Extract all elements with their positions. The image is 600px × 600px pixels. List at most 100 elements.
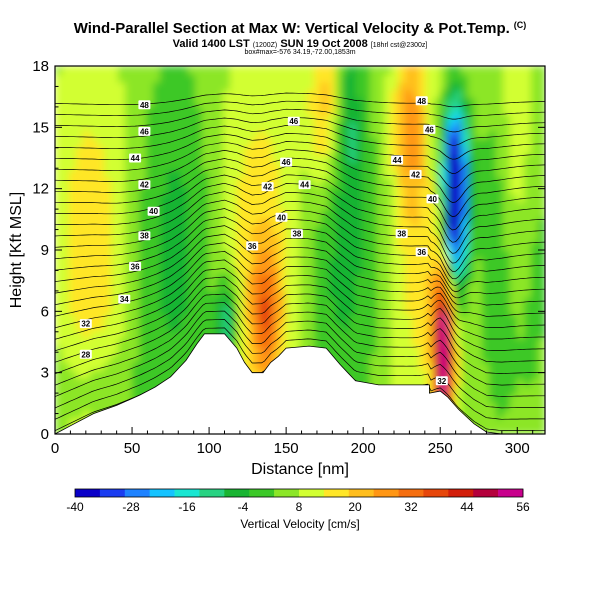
velocity-cell bbox=[391, 162, 399, 171]
velocity-cell bbox=[111, 82, 119, 91]
velocity-cell bbox=[181, 194, 189, 203]
y-tick-label: 15 bbox=[32, 119, 49, 136]
velocity-cell bbox=[454, 226, 462, 235]
velocity-cell bbox=[244, 74, 252, 83]
velocity-cell bbox=[503, 90, 511, 99]
velocity-cell bbox=[510, 130, 518, 139]
velocity-cell bbox=[139, 370, 147, 379]
velocity-cell bbox=[104, 258, 112, 267]
velocity-cell bbox=[356, 242, 364, 251]
velocity-cell bbox=[272, 274, 280, 283]
velocity-cell bbox=[251, 114, 259, 123]
velocity-cell bbox=[286, 314, 294, 323]
velocity-cell bbox=[482, 210, 490, 219]
velocity-cell bbox=[209, 66, 217, 75]
velocity-cell bbox=[188, 162, 196, 171]
velocity-cell bbox=[426, 106, 434, 115]
velocity-cell bbox=[146, 290, 154, 299]
velocity-cell bbox=[433, 162, 441, 171]
velocity-cell bbox=[503, 322, 511, 331]
velocity-cell bbox=[419, 90, 427, 99]
velocity-cell bbox=[230, 66, 238, 75]
velocity-cell bbox=[517, 418, 525, 427]
velocity-cell bbox=[90, 362, 98, 371]
velocity-cell bbox=[377, 114, 385, 123]
velocity-cell bbox=[538, 178, 545, 187]
theta-label: 44 bbox=[131, 154, 140, 163]
velocity-cell bbox=[83, 114, 91, 123]
velocity-cell bbox=[279, 226, 287, 235]
velocity-cell bbox=[188, 226, 196, 235]
velocity-cell bbox=[370, 338, 378, 347]
velocity-cell bbox=[363, 170, 371, 179]
velocity-cell bbox=[174, 186, 182, 195]
velocity-cell bbox=[272, 258, 280, 267]
velocity-cell bbox=[440, 210, 448, 219]
velocity-cell bbox=[83, 186, 91, 195]
velocity-cell bbox=[384, 114, 392, 123]
velocity-cell bbox=[181, 274, 189, 283]
velocity-cell bbox=[181, 242, 189, 251]
velocity-cell bbox=[412, 298, 420, 307]
velocity-cell bbox=[111, 298, 119, 307]
velocity-cell bbox=[132, 98, 140, 107]
velocity-cell bbox=[384, 74, 392, 83]
velocity-cell bbox=[146, 106, 154, 115]
velocity-cell bbox=[237, 330, 245, 339]
velocity-cell bbox=[223, 82, 231, 91]
velocity-cell bbox=[125, 338, 133, 347]
velocity-cell bbox=[181, 82, 189, 91]
velocity-cell bbox=[531, 274, 539, 283]
velocity-cell bbox=[468, 410, 476, 419]
velocity-cell bbox=[293, 282, 301, 291]
velocity-cell bbox=[531, 290, 539, 299]
velocity-cell bbox=[216, 202, 224, 211]
velocity-cell bbox=[328, 138, 336, 147]
velocity-cell bbox=[496, 274, 504, 283]
velocity-cell bbox=[475, 194, 483, 203]
velocity-cell bbox=[405, 66, 413, 75]
velocity-cell bbox=[405, 314, 413, 323]
velocity-cell bbox=[412, 338, 420, 347]
velocity-cell bbox=[447, 290, 455, 299]
theta-contour-line bbox=[55, 191, 545, 264]
velocity-cell bbox=[167, 130, 175, 139]
velocity-cell bbox=[90, 346, 98, 355]
colorbar-tick-label: -16 bbox=[178, 500, 196, 514]
velocity-cell bbox=[181, 98, 189, 107]
velocity-cell bbox=[349, 178, 357, 187]
velocity-cell bbox=[398, 322, 406, 331]
velocity-cell bbox=[244, 354, 252, 363]
velocity-cell bbox=[412, 306, 420, 315]
velocity-cell bbox=[83, 330, 91, 339]
velocity-cell bbox=[195, 282, 203, 291]
velocity-cell bbox=[468, 98, 476, 107]
colorbar: -40 -28 -16 -4 8 20 32 44 56 bbox=[66, 488, 530, 514]
velocity-cell bbox=[181, 122, 189, 131]
velocity-cell bbox=[461, 370, 469, 379]
velocity-cell bbox=[286, 258, 294, 267]
velocity-cell bbox=[69, 258, 77, 267]
velocity-cell bbox=[489, 274, 497, 283]
velocity-cell bbox=[244, 234, 252, 243]
velocity-cell bbox=[328, 130, 336, 139]
velocity-cell bbox=[468, 370, 476, 379]
velocity-cell bbox=[398, 202, 406, 211]
velocity-cell bbox=[251, 82, 259, 91]
velocity-cell bbox=[83, 410, 91, 419]
velocity-cell bbox=[538, 98, 545, 107]
velocity-cell bbox=[216, 82, 224, 91]
velocity-cell bbox=[230, 330, 238, 339]
velocity-cell bbox=[433, 146, 441, 155]
velocity-cell bbox=[195, 330, 203, 339]
velocity-cell bbox=[153, 378, 161, 387]
velocity-cell bbox=[363, 98, 371, 107]
velocity-cell bbox=[69, 210, 77, 219]
velocity-cell bbox=[293, 66, 301, 75]
velocity-cell bbox=[293, 106, 301, 115]
velocity-cell bbox=[223, 290, 231, 299]
velocity-cell bbox=[160, 186, 168, 195]
velocity-cell bbox=[398, 170, 406, 179]
velocity-cell bbox=[293, 178, 301, 187]
velocity-cell bbox=[251, 186, 259, 195]
